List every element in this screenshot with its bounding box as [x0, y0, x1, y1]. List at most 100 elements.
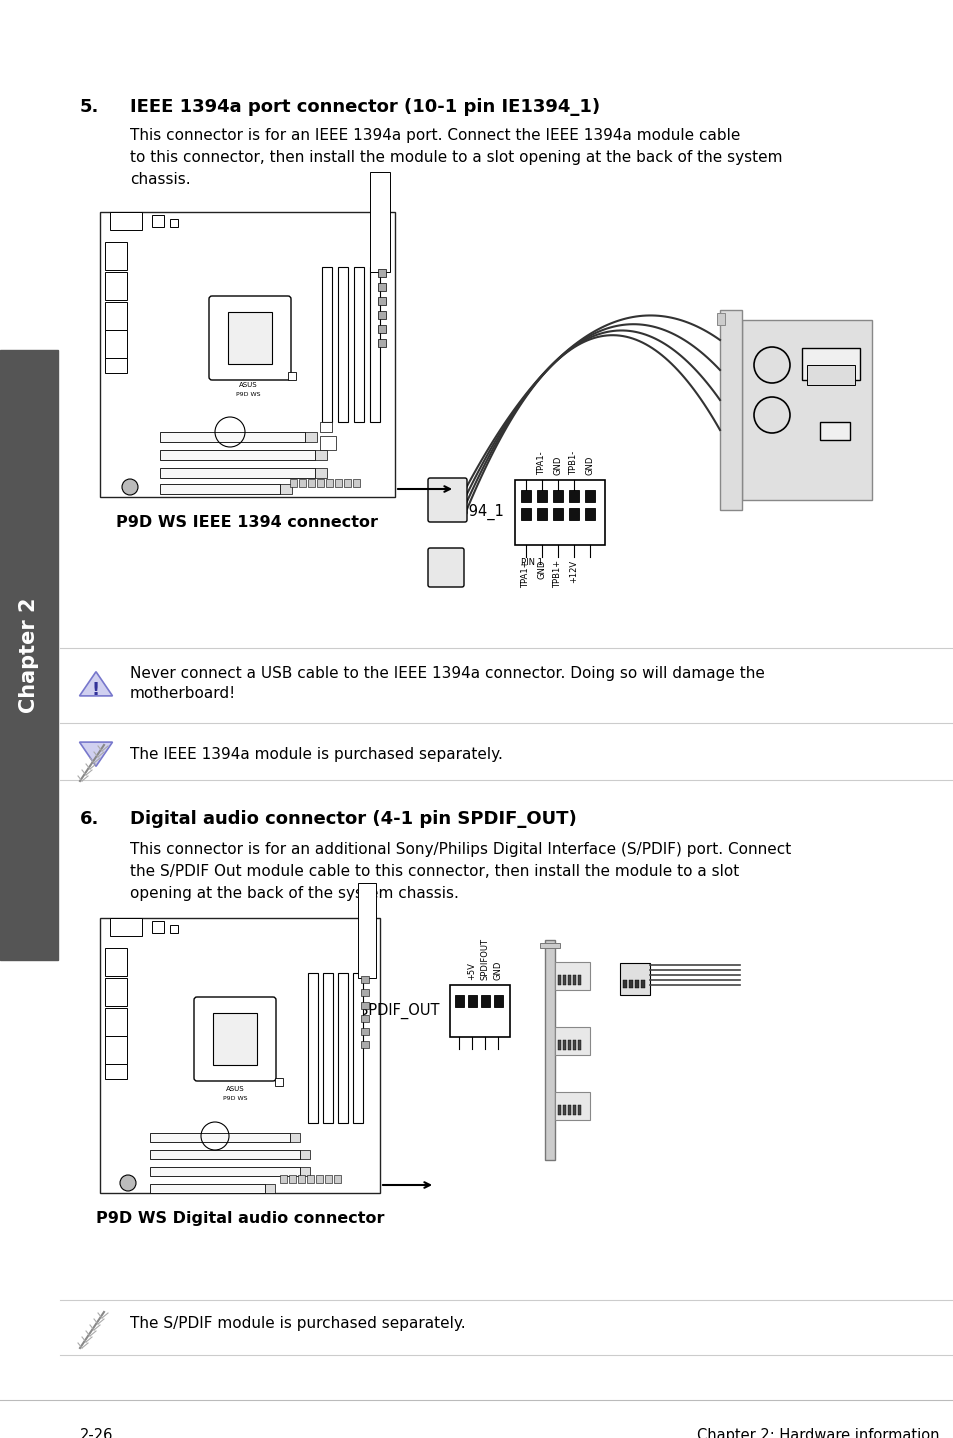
Bar	[150, 1168, 299, 1176]
Bar	[319, 421, 332, 431]
Polygon shape	[79, 672, 112, 696]
Bar	[562, 1040, 565, 1050]
Bar	[468, 995, 476, 1007]
Bar	[337, 974, 348, 1123]
Bar	[344, 479, 351, 487]
Bar	[105, 1064, 127, 1078]
Bar	[622, 981, 626, 988]
Bar	[555, 962, 589, 989]
Bar	[280, 1175, 287, 1183]
Bar	[520, 490, 531, 502]
Bar	[801, 348, 859, 380]
Bar	[537, 508, 546, 521]
Bar	[110, 917, 142, 936]
Bar	[555, 1091, 589, 1120]
Bar	[105, 948, 127, 976]
Text: SPDIFOUT: SPDIFOUT	[480, 938, 489, 981]
Bar	[584, 490, 595, 502]
Bar	[558, 1040, 560, 1050]
Bar	[319, 436, 335, 450]
Bar	[360, 1028, 369, 1035]
Text: TPB1-: TPB1-	[569, 450, 578, 475]
Bar	[325, 1175, 332, 1183]
Bar	[152, 920, 164, 933]
Text: P9D WS Digital audio connector: P9D WS Digital audio connector	[95, 1211, 384, 1227]
Bar	[105, 978, 127, 1007]
Bar	[170, 925, 178, 933]
Bar	[573, 1040, 576, 1050]
Bar	[326, 479, 333, 487]
Bar	[635, 981, 639, 988]
Bar	[170, 219, 178, 227]
Bar	[105, 358, 127, 372]
Text: ASUS: ASUS	[238, 383, 257, 388]
Text: The S/PDIF module is purchased separately.: The S/PDIF module is purchased separatel…	[130, 1316, 465, 1332]
Bar	[562, 1104, 565, 1114]
Bar	[741, 321, 871, 500]
Bar	[337, 267, 348, 421]
Text: GND: GND	[553, 456, 562, 475]
Text: Chapter 2: Chapter 2	[19, 597, 39, 713]
Bar	[280, 485, 292, 495]
Bar	[553, 508, 562, 521]
Bar	[314, 450, 327, 460]
Bar	[562, 975, 565, 985]
Bar	[299, 1150, 310, 1159]
Bar	[100, 211, 395, 498]
Bar	[567, 1040, 571, 1050]
Bar	[377, 325, 386, 334]
Circle shape	[122, 479, 138, 495]
Bar	[160, 467, 314, 477]
Text: Never connect a USB cable to the IEEE 1394a connector. Doing so will damage the: Never connect a USB cable to the IEEE 13…	[130, 666, 764, 682]
Text: GND: GND	[585, 456, 594, 475]
Bar	[105, 329, 127, 358]
FancyBboxPatch shape	[428, 477, 467, 522]
Text: +12V: +12V	[569, 559, 578, 584]
Text: chassis.: chassis.	[130, 173, 191, 187]
Bar	[353, 479, 359, 487]
Bar	[299, 1168, 310, 1176]
Text: +5V: +5V	[467, 962, 476, 981]
Bar	[110, 211, 142, 230]
Bar	[573, 975, 576, 985]
Text: opening at the back of the system chassis.: opening at the back of the system chassi…	[130, 886, 458, 902]
Bar	[105, 1035, 127, 1064]
Bar	[105, 242, 127, 270]
Text: TPB1+: TPB1+	[553, 559, 562, 588]
Text: 6.: 6.	[80, 810, 99, 828]
Bar	[558, 975, 560, 985]
Bar	[160, 431, 305, 441]
Bar	[450, 985, 510, 1037]
Text: P9D WS: P9D WS	[222, 1096, 247, 1102]
Bar	[297, 1175, 305, 1183]
Bar	[568, 508, 578, 521]
Bar	[305, 431, 316, 441]
Bar	[578, 975, 580, 985]
Bar	[334, 1175, 340, 1183]
Text: Digital audio connector (4-1 pin SPDIF_OUT): Digital audio connector (4-1 pin SPDIF_O…	[130, 810, 577, 828]
Bar	[316, 479, 324, 487]
Text: SPDIF_OUT: SPDIF_OUT	[359, 1002, 439, 1020]
Text: PIN 1: PIN 1	[520, 558, 542, 567]
Bar	[640, 981, 644, 988]
Bar	[323, 974, 333, 1123]
Bar	[360, 1015, 369, 1022]
Bar	[353, 974, 363, 1123]
Text: TPA1+: TPA1+	[521, 559, 530, 588]
Bar	[213, 1012, 256, 1066]
Text: ASUS: ASUS	[226, 1086, 244, 1091]
Bar	[567, 1104, 571, 1114]
Bar	[150, 1133, 290, 1142]
Circle shape	[120, 1175, 136, 1191]
Text: This connector is for an IEEE 1394a port. Connect the IEEE 1394a module cable: This connector is for an IEEE 1394a port…	[130, 128, 740, 142]
Bar	[537, 490, 546, 502]
Bar	[274, 1078, 283, 1086]
Bar	[717, 313, 724, 325]
FancyBboxPatch shape	[428, 548, 463, 587]
Bar	[322, 267, 332, 421]
Text: GND: GND	[537, 559, 546, 580]
Bar	[0, 349, 58, 961]
Bar	[308, 479, 314, 487]
Text: the S/PDIF Out module cable to this connector, then install the module to a slot: the S/PDIF Out module cable to this conn…	[130, 864, 739, 879]
Bar	[152, 216, 164, 227]
